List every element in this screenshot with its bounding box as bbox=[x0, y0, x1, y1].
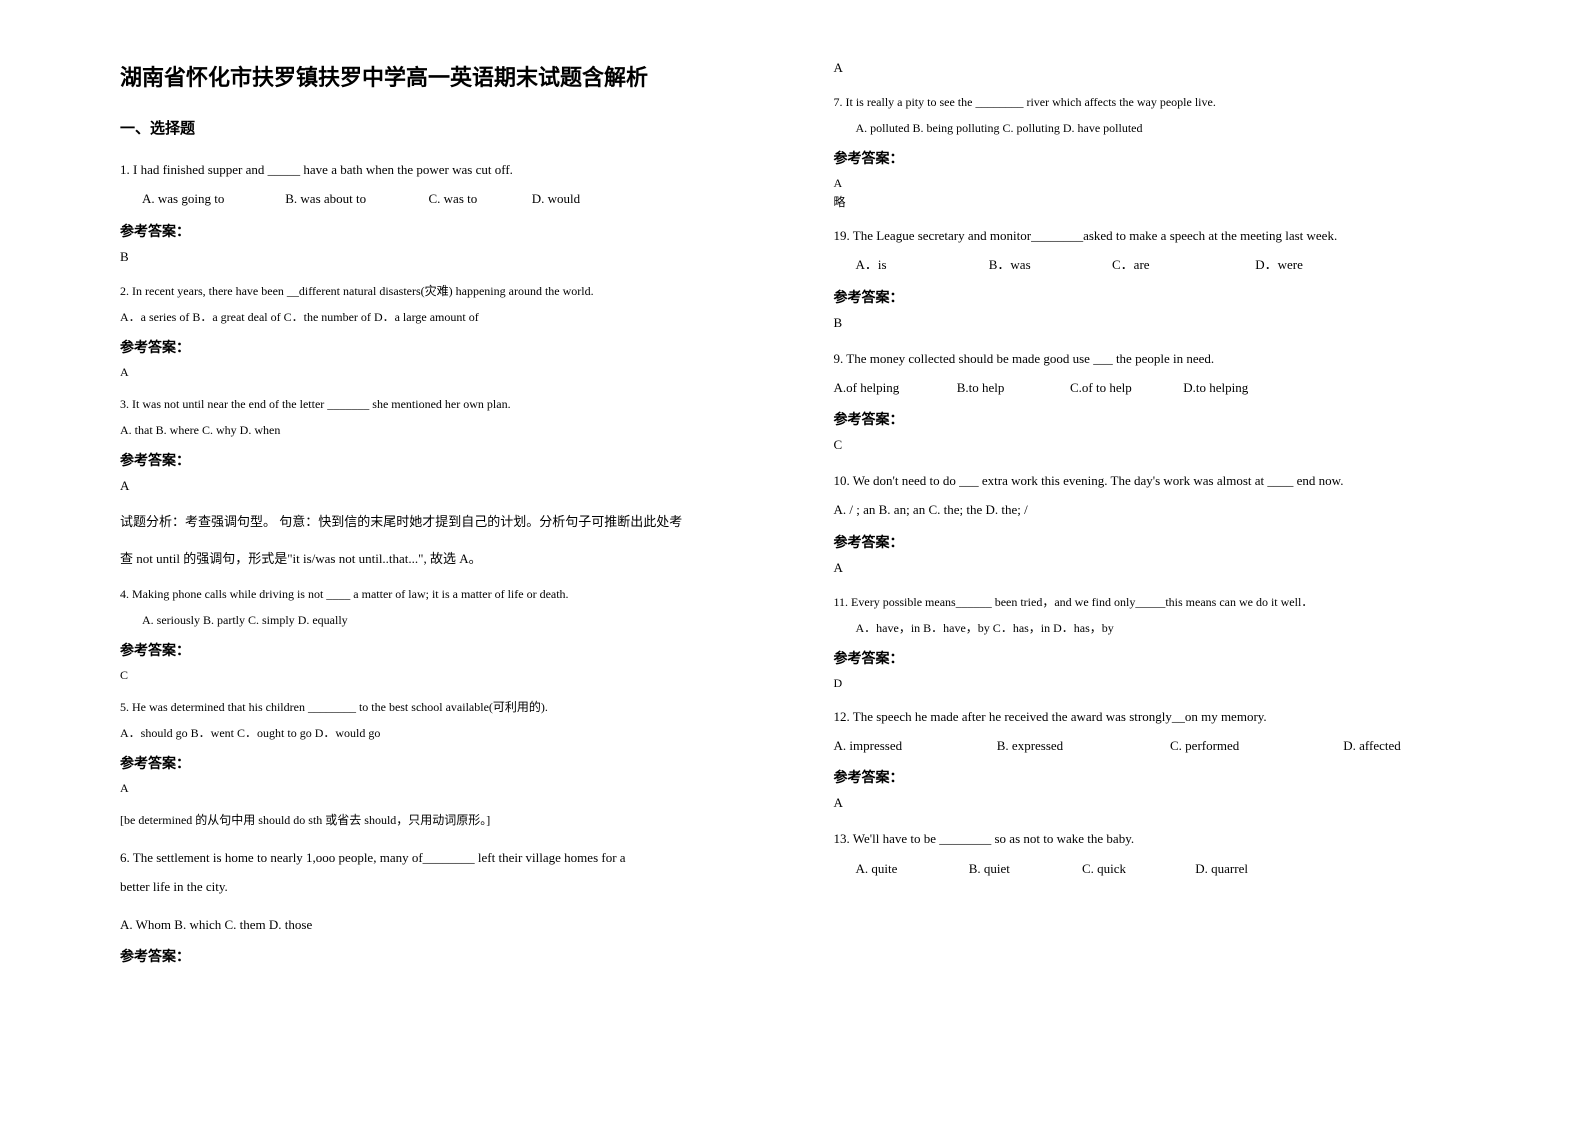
q13-optA: A. quite bbox=[856, 855, 966, 882]
q3-optD: D. when bbox=[240, 423, 281, 437]
q13-optC: C. quick bbox=[1082, 855, 1192, 882]
q6-text2: better life in the city. bbox=[120, 873, 764, 900]
q9-optA: A.of helping bbox=[834, 374, 954, 401]
q6-text1: 6. The settlement is home to nearly 1,oo… bbox=[120, 844, 764, 871]
q1-ans: B bbox=[120, 249, 764, 265]
q1-optA: A. was going to bbox=[142, 185, 282, 212]
q9-optB: B.to help bbox=[957, 374, 1067, 401]
q12-text: 12. The speech he made after he received… bbox=[834, 703, 1478, 730]
q3-optB: B. where bbox=[156, 423, 199, 437]
q9-optD: D.to helping bbox=[1183, 374, 1248, 401]
q3-ans: A bbox=[120, 478, 764, 494]
q6-ans-label: 参考答案： bbox=[120, 946, 764, 966]
q5-ans: A bbox=[120, 781, 764, 796]
q7-text: 7. It is really a pity to see the ______… bbox=[834, 90, 1478, 114]
q11-options: A．have，in B．have，by C．has，in D．has，by bbox=[834, 616, 1478, 640]
q4-ans: C bbox=[120, 668, 764, 683]
q5-ans-label: 参考答案： bbox=[120, 753, 764, 773]
left-column: 湖南省怀化市扶罗镇扶罗中学高一英语期末试题含解析 一、选择题 1. I had … bbox=[100, 60, 799, 1082]
q2-text: 2. In recent years, there have been __di… bbox=[120, 279, 764, 303]
q2-ans-label: 参考答案： bbox=[120, 337, 764, 357]
q4-options: A. seriously B. partly C. simply D. equa… bbox=[120, 608, 764, 632]
q11-text: 11. Every possible means______ been trie… bbox=[834, 590, 1478, 614]
q6-ans: A bbox=[834, 60, 1478, 76]
q4-text: 4. Making phone calls while driving is n… bbox=[120, 582, 764, 606]
section-header: 一、选择题 bbox=[120, 117, 764, 138]
q12-optA: A. impressed bbox=[834, 732, 994, 759]
q5-optD: D．would go bbox=[315, 726, 381, 740]
q2-optD: D．a large amount of bbox=[374, 310, 479, 324]
q5-optC: C．ought to go bbox=[237, 726, 312, 740]
q9-options: A.of helping B.to help C.of to help D.to… bbox=[834, 374, 1478, 401]
q9-ans-label: 参考答案： bbox=[834, 409, 1478, 429]
q13-options: A. quite B. quiet C. quick D. quarrel bbox=[834, 855, 1478, 882]
q2-options: A．a series of B．a great deal of C．the nu… bbox=[120, 305, 764, 329]
q13-optB: B. quiet bbox=[969, 855, 1079, 882]
q8-ans-label: 参考答案： bbox=[834, 287, 1478, 307]
right-column: A 7. It is really a pity to see the ____… bbox=[799, 60, 1498, 1082]
q7-options: A. polluted B. being polluting C. pollut… bbox=[834, 116, 1478, 140]
q5-note: [be determined 的从句中用 should do sth 或省去 s… bbox=[120, 808, 764, 832]
q10-options: A. / ; an B. an; an C. the; the D. the; … bbox=[834, 496, 1478, 523]
q9-ans: C bbox=[834, 437, 1478, 453]
q4-optD: D. equally bbox=[298, 613, 348, 627]
q5-options: A．should go B．went C．ought to go D．would… bbox=[120, 721, 764, 745]
q11-ans: D bbox=[834, 676, 1478, 691]
q4-optB: B. partly bbox=[203, 613, 245, 627]
q1-optB: B. was about to bbox=[285, 185, 425, 212]
q9-text: 9. The money collected should be made go… bbox=[834, 345, 1478, 372]
q7-note: 略 bbox=[834, 193, 1478, 210]
q3-analysis2: 查 not until 的强调句，形式是"it is/was not until… bbox=[120, 545, 764, 572]
q12-ans: A bbox=[834, 795, 1478, 811]
q3-options: A. that B. where C. why D. when bbox=[120, 418, 764, 442]
q8-optA: A．is bbox=[856, 251, 986, 278]
q2-optB: B．a great deal of bbox=[192, 310, 280, 324]
q9-optC: C.of to help bbox=[1070, 374, 1180, 401]
q10-ans: A bbox=[834, 560, 1478, 576]
q12-optD: D. affected bbox=[1343, 732, 1401, 759]
q5-text: 5. He was determined that his children _… bbox=[120, 695, 764, 719]
q7-ans: A bbox=[834, 176, 1478, 191]
q13-text: 13. We'll have to be ________ so as not … bbox=[834, 825, 1478, 852]
q8-ans: B bbox=[834, 315, 1478, 331]
q8-optD: D．were bbox=[1255, 251, 1303, 278]
q1-optD: D. would bbox=[532, 185, 580, 212]
q4-optC: C. simply bbox=[248, 613, 295, 627]
q1-ans-label: 参考答案： bbox=[120, 221, 764, 241]
q3-text: 3. It was not until near the end of the … bbox=[120, 392, 764, 416]
page-title: 湖南省怀化市扶罗镇扶罗中学高一英语期末试题含解析 bbox=[120, 60, 764, 92]
q1-text: 1. I had finished supper and _____ have … bbox=[120, 156, 764, 183]
q10-text: 10. We don't need to do ___ extra work t… bbox=[834, 467, 1478, 494]
q5-optB: B．went bbox=[191, 726, 234, 740]
q7-ans-label: 参考答案： bbox=[834, 148, 1478, 168]
q3-optC: C. why bbox=[202, 423, 237, 437]
q12-ans-label: 参考答案： bbox=[834, 767, 1478, 787]
q1-optC: C. was to bbox=[429, 185, 529, 212]
q5-optA: A．should go bbox=[120, 726, 188, 740]
q3-analysis1: 试题分析：考查强调句型。 句意：快到信的末尾时她才提到自己的计划。分析句子可推断… bbox=[120, 508, 764, 535]
q8-optB: B．was bbox=[989, 251, 1109, 278]
q8-optC: C．are bbox=[1112, 251, 1252, 278]
q12-options: A. impressed B. expressed C. performed D… bbox=[834, 732, 1478, 759]
q11-ans-label: 参考答案： bbox=[834, 648, 1478, 668]
q13-optD: D. quarrel bbox=[1195, 855, 1248, 882]
q8-text: 19. The League secretary and monitor____… bbox=[834, 222, 1478, 249]
q8-options: A．is B．was C．are D．were bbox=[834, 251, 1478, 278]
q12-optB: B. expressed bbox=[997, 732, 1167, 759]
q4-optA: A. seriously bbox=[142, 613, 200, 627]
q10-ans-label: 参考答案： bbox=[834, 532, 1478, 552]
q2-optA: A．a series of bbox=[120, 310, 189, 324]
q3-ans-label: 参考答案： bbox=[120, 450, 764, 470]
q12-optC: C. performed bbox=[1170, 732, 1340, 759]
q2-ans: A bbox=[120, 365, 764, 380]
q6-options: A. Whom B. which C. them D. those bbox=[120, 911, 764, 938]
q3-optA: A. that bbox=[120, 423, 153, 437]
q4-ans-label: 参考答案： bbox=[120, 640, 764, 660]
q2-optC: C．the number of bbox=[284, 310, 371, 324]
q1-options: A. was going to B. was about to C. was t… bbox=[120, 185, 764, 212]
